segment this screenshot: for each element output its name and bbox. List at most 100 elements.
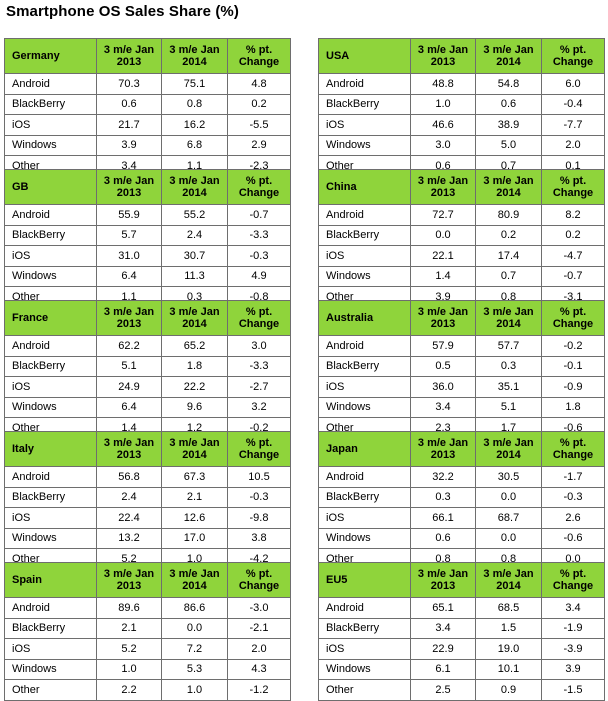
table-header-row: EU5 3 m/e Jan 2013 3 m/e Jan 2014% pt. Cha… <box>318 562 605 598</box>
share-2014-cell: 22.2 <box>161 376 228 398</box>
change-cell: -0.7 <box>227 204 291 226</box>
share-2014-cell: 19.0 <box>475 638 542 660</box>
column-header: 3 m/e Jan 2013 <box>410 38 476 74</box>
column-header: 3 m/e Jan 2013 <box>410 169 476 205</box>
share-2014-cell: 5.0 <box>475 134 542 156</box>
os-name-cell: Other <box>318 679 411 701</box>
os-name-cell: Android <box>318 73 411 95</box>
change-cell: -2.1 <box>227 617 291 639</box>
table-row: BlackBerry 0.5 0.3 -0.1 <box>318 355 605 377</box>
os-name-cell: BlackBerry <box>318 486 411 508</box>
table-row: Other 2.5 0.9 -1.5 <box>318 679 605 701</box>
change-cell: -3.3 <box>227 355 291 377</box>
change-cell: -9.8 <box>227 507 291 529</box>
table-row: Android 70.3 75.1 4.8 <box>4 73 291 95</box>
table-row: Android 62.2 65.2 3.0 <box>4 335 291 357</box>
column-header: 3 m/e Jan 2013 <box>96 300 162 336</box>
os-name-cell: Android <box>318 204 411 226</box>
table-row: BlackBerry 2.4 2.1 -0.3 <box>4 486 291 508</box>
sales-table-spain: Spain 3 m/e Jan 2013 3 m/e Jan 2014% pt. C… <box>4 562 291 701</box>
region-label: Germany <box>4 38 97 74</box>
change-cell: -0.2 <box>541 335 605 357</box>
column-header: 3 m/e Jan 2013 <box>96 562 162 598</box>
share-2014-cell: 17.4 <box>475 245 542 267</box>
column-header: % pt. Change <box>541 562 605 598</box>
share-2014-cell: 65.2 <box>161 335 228 357</box>
table-row: Android 57.9 57.7 -0.2 <box>318 335 605 357</box>
change-cell: -0.6 <box>541 527 605 549</box>
os-name-cell: Windows <box>4 527 97 549</box>
share-2014-cell: 67.3 <box>161 466 228 488</box>
share-2013-cell: 46.6 <box>410 114 476 136</box>
share-2013-cell: 6.1 <box>410 658 476 680</box>
share-2014-cell: 17.0 <box>161 527 228 549</box>
column-header: % pt. Change <box>541 38 605 74</box>
share-2014-cell: 0.9 <box>475 679 542 701</box>
share-2014-cell: 0.0 <box>475 486 542 508</box>
share-2013-cell: 57.9 <box>410 335 476 357</box>
os-name-cell: Windows <box>4 265 97 287</box>
share-2014-cell: 0.7 <box>475 265 542 287</box>
os-name-cell: Android <box>4 597 97 619</box>
column-header: 3 m/e Jan 2014 <box>475 38 542 74</box>
table-header-row: Japan 3 m/e Jan 2013 3 m/e Jan 2014% pt. C… <box>318 431 605 467</box>
sales-table-italy: Italy 3 m/e Jan 2013 3 m/e Jan 2014% pt. C… <box>4 431 291 570</box>
share-2013-cell: 6.4 <box>96 396 162 418</box>
change-cell: 8.2 <box>541 204 605 226</box>
os-name-cell: Windows <box>318 396 411 418</box>
share-2014-cell: 2.4 <box>161 224 228 246</box>
share-2014-cell: 30.5 <box>475 466 542 488</box>
os-name-cell: iOS <box>318 376 411 398</box>
share-2013-cell: 72.7 <box>410 204 476 226</box>
os-name-cell: BlackBerry <box>318 617 411 639</box>
change-cell: -0.4 <box>541 93 605 115</box>
table-header-row: China 3 m/e Jan 2013 3 m/e Jan 2014% pt. C… <box>318 169 605 205</box>
os-name-cell: Other <box>4 679 97 701</box>
os-name-cell: iOS <box>4 507 97 529</box>
table-row: iOS 21.7 16.2 -5.5 <box>4 114 291 136</box>
os-name-cell: Android <box>4 335 97 357</box>
change-cell: 6.0 <box>541 73 605 95</box>
change-cell: 4.8 <box>227 73 291 95</box>
column-header: % pt. Change <box>541 169 605 205</box>
share-2014-cell: 1.5 <box>475 617 542 639</box>
share-2014-cell: 10.1 <box>475 658 542 680</box>
os-name-cell: BlackBerry <box>4 617 97 639</box>
share-2013-cell: 36.0 <box>410 376 476 398</box>
change-cell: -1.9 <box>541 617 605 639</box>
share-2013-cell: 3.4 <box>410 396 476 418</box>
os-name-cell: iOS <box>4 376 97 398</box>
column-header: 3 m/e Jan 2014 <box>161 169 228 205</box>
share-2013-cell: 55.9 <box>96 204 162 226</box>
os-name-cell: Windows <box>318 265 411 287</box>
change-cell: 2.0 <box>541 134 605 156</box>
table-row: iOS 46.6 38.9 -7.7 <box>318 114 605 136</box>
change-cell: 0.2 <box>541 224 605 246</box>
share-2013-cell: 56.8 <box>96 466 162 488</box>
region-label: Spain <box>4 562 97 598</box>
table-header-row: Australia 3 m/e Jan 2013 3 m/e Jan 2014% p… <box>318 300 605 336</box>
os-name-cell: BlackBerry <box>4 486 97 508</box>
share-2014-cell: 6.8 <box>161 134 228 156</box>
sales-table-china: China 3 m/e Jan 2013 3 m/e Jan 2014% pt. C… <box>318 169 605 308</box>
table-row: iOS 31.0 30.7 -0.3 <box>4 245 291 267</box>
share-2013-cell: 24.9 <box>96 376 162 398</box>
table-header-row: GB 3 m/e Jan 2013 3 m/e Jan 2014% pt. Chan… <box>4 169 291 205</box>
os-name-cell: Windows <box>4 658 97 680</box>
share-2013-cell: 5.7 <box>96 224 162 246</box>
table-header-row: Germany 3 m/e Jan 2013 3 m/e Jan 2014% pt.… <box>4 38 291 74</box>
share-2014-cell: 38.9 <box>475 114 542 136</box>
os-name-cell: Android <box>4 204 97 226</box>
share-2013-cell: 3.4 <box>410 617 476 639</box>
share-2014-cell: 68.7 <box>475 507 542 529</box>
share-2014-cell: 35.1 <box>475 376 542 398</box>
share-2013-cell: 65.1 <box>410 597 476 619</box>
os-name-cell: iOS <box>4 245 97 267</box>
share-2013-cell: 31.0 <box>96 245 162 267</box>
table-row: BlackBerry 5.1 1.8 -3.3 <box>4 355 291 377</box>
column-header: 3 m/e Jan 2014 <box>475 169 542 205</box>
table-row: BlackBerry 0.6 0.8 0.2 <box>4 93 291 115</box>
change-cell: 3.2 <box>227 396 291 418</box>
share-2014-cell: 0.0 <box>475 527 542 549</box>
share-2013-cell: 13.2 <box>96 527 162 549</box>
